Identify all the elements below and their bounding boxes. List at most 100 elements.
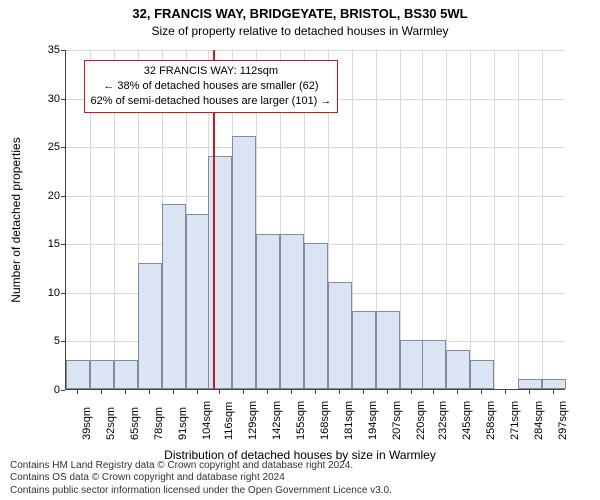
x-tick-mark: [363, 390, 364, 394]
histogram-bar: [446, 350, 470, 389]
x-tick-label: 220sqm: [415, 401, 427, 440]
annotation-line-2: ← 38% of detached houses are smaller (62…: [91, 79, 332, 94]
x-tick-label: 245sqm: [461, 401, 473, 440]
gridline-v: [542, 50, 543, 389]
histogram-bar: [518, 379, 542, 389]
gridline-h: [66, 50, 565, 51]
x-tick-label: 284sqm: [533, 401, 545, 440]
y-axis-label: Number of detached properties: [9, 137, 23, 302]
y-tick-label: 10: [30, 287, 60, 299]
x-tick-mark: [77, 390, 78, 394]
annotation-line-3: 62% of semi-detached houses are larger (…: [91, 94, 332, 109]
y-tick-mark: [61, 50, 65, 51]
x-tick-mark: [197, 390, 198, 394]
y-tick-mark: [61, 99, 65, 100]
footnote-line-2: Contains OS data © Crown copyright and d…: [10, 472, 392, 485]
gridline-h: [66, 147, 565, 148]
y-tick-label: 5: [30, 335, 60, 347]
y-tick-mark: [61, 147, 65, 148]
histogram-bar: [422, 340, 446, 389]
x-tick-mark: [387, 390, 388, 394]
histogram-bar: [376, 311, 400, 389]
annotation-line-1: 32 FRANCIS WAY: 112sqm: [91, 64, 332, 79]
x-tick-mark: [553, 390, 554, 394]
x-tick-mark: [149, 390, 150, 394]
histogram-bar: [542, 379, 566, 389]
x-tick-mark: [125, 390, 126, 394]
histogram-bar: [90, 360, 114, 389]
x-tick-mark: [243, 390, 244, 394]
x-tick-label: 168sqm: [319, 401, 331, 440]
histogram-bar: [114, 360, 138, 389]
histogram-bar: [138, 263, 162, 389]
chart-container: 32, FRANCIS WAY, BRIDGEYATE, BRISTOL, BS…: [0, 0, 600, 500]
gridline-v: [470, 50, 471, 389]
histogram-bar: [400, 340, 424, 389]
histogram-bar: [208, 156, 232, 389]
histogram-bar: [162, 204, 186, 389]
y-tick-label: 25: [30, 141, 60, 153]
x-tick-label: 116sqm: [223, 402, 235, 440]
gridline-v: [518, 50, 519, 389]
x-tick-label: 65sqm: [129, 407, 141, 440]
x-tick-label: 78sqm: [153, 407, 165, 440]
x-tick-mark: [339, 390, 340, 394]
x-tick-label: 142sqm: [271, 401, 283, 440]
x-tick-label: 155sqm: [295, 401, 307, 440]
histogram-bar: [280, 234, 304, 389]
histogram-bar: [352, 311, 376, 389]
x-tick-mark: [315, 390, 316, 394]
x-tick-mark: [457, 390, 458, 394]
histogram-bar: [232, 136, 256, 389]
chart-title-sub: Size of property relative to detached ho…: [0, 24, 600, 38]
y-tick-label: 0: [30, 384, 60, 396]
histogram-bar: [186, 214, 210, 389]
gridline-v: [446, 50, 447, 389]
x-tick-label: 297sqm: [557, 401, 569, 440]
x-tick-label: 39sqm: [81, 407, 93, 440]
histogram-bar: [470, 360, 494, 389]
x-tick-label: 271sqm: [509, 401, 521, 440]
x-tick-label: 52sqm: [105, 407, 117, 440]
x-tick-mark: [101, 390, 102, 394]
x-tick-mark: [291, 390, 292, 394]
plot-area: 32 FRANCIS WAY: 112sqm ← 38% of detached…: [65, 50, 565, 390]
x-tick-label: 258sqm: [485, 401, 497, 440]
histogram-bar: [328, 282, 352, 389]
x-tick-label: 194sqm: [367, 401, 379, 440]
chart-title-main: 32, FRANCIS WAY, BRIDGEYATE, BRISTOL, BS…: [0, 6, 600, 21]
y-tick-label: 30: [30, 93, 60, 105]
footnote: Contains HM Land Registry data © Crown c…: [10, 460, 392, 498]
x-tick-mark: [505, 390, 506, 394]
x-tick-label: 104sqm: [201, 401, 213, 440]
y-tick-mark: [61, 390, 65, 391]
y-tick-mark: [61, 341, 65, 342]
y-tick-mark: [61, 196, 65, 197]
x-tick-mark: [433, 390, 434, 394]
x-tick-label: 232sqm: [437, 401, 449, 440]
gridline-v: [422, 50, 423, 389]
gridline-h: [66, 196, 565, 197]
x-tick-mark: [219, 390, 220, 394]
y-tick-label: 35: [30, 44, 60, 56]
x-tick-mark: [267, 390, 268, 394]
x-tick-label: 91sqm: [177, 407, 189, 440]
x-tick-label: 207sqm: [391, 401, 403, 440]
annotation-box: 32 FRANCIS WAY: 112sqm ← 38% of detached…: [84, 60, 339, 113]
y-tick-label: 20: [30, 190, 60, 202]
histogram-bar: [66, 360, 90, 389]
y-tick-mark: [61, 244, 65, 245]
histogram-bar: [256, 234, 280, 389]
x-tick-label: 181sqm: [343, 401, 355, 440]
gridline-v: [494, 50, 495, 389]
x-tick-label: 129sqm: [247, 401, 259, 440]
footnote-line-3: Contains public sector information licen…: [10, 485, 392, 498]
gridline-v: [400, 50, 401, 389]
y-tick-mark: [61, 293, 65, 294]
footnote-line-1: Contains HM Land Registry data © Crown c…: [10, 460, 392, 473]
x-tick-mark: [529, 390, 530, 394]
y-tick-label: 15: [30, 238, 60, 250]
x-tick-mark: [411, 390, 412, 394]
histogram-bar: [304, 243, 328, 389]
x-tick-mark: [481, 390, 482, 394]
